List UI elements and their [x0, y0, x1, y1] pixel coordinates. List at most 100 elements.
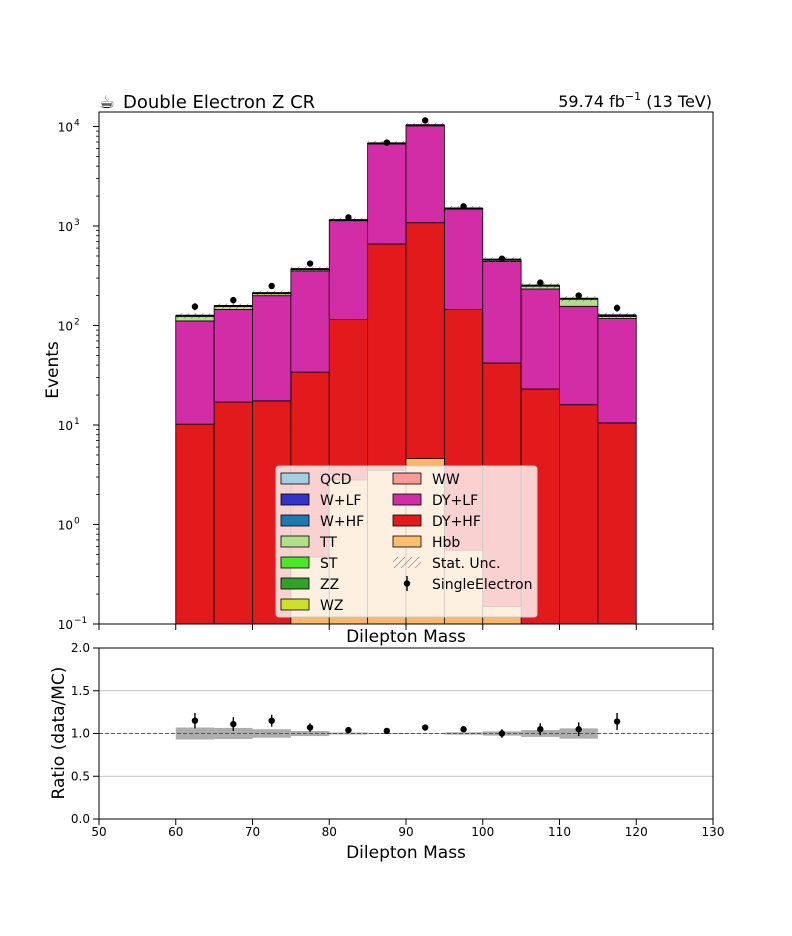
main-x-ticks — [98, 624, 714, 630]
bar-dy-hf-0 — [175, 423, 215, 624]
data-point-4 — [345, 214, 352, 221]
bar-dy-lf-11 — [597, 318, 637, 424]
ratio-point-10 — [575, 726, 582, 733]
data-point-9 — [537, 279, 544, 286]
data-point-1 — [230, 296, 237, 304]
ratio-x-tick-label-7: 120 — [625, 825, 648, 839]
chart-title: Double Electron Z CR — [123, 92, 315, 113]
main-x-axis-label: Dilepton Mass — [346, 627, 466, 647]
legend-label-st: ST — [320, 556, 338, 572]
data-point-3 — [306, 260, 314, 267]
bar-dy-lf-0 — [175, 320, 215, 425]
legend-label-qcd: QCD — [320, 472, 352, 488]
legend-marker-singleelectron — [403, 580, 411, 587]
legend-label-dy-hf: DY+HF — [432, 514, 481, 530]
ratio-x-axis-label: Dilepton Mass — [346, 843, 466, 863]
ratio-point-4 — [345, 726, 352, 734]
ratio-x-tick-label-2: 70 — [245, 825, 260, 839]
bar-dy-lf-3 — [290, 270, 330, 373]
ratio-x-tick-label-5: 100 — [471, 825, 494, 839]
legend-label-singleelectron: SingleElectron — [432, 577, 532, 593]
ratio-point-2 — [268, 717, 275, 724]
main-y-tick-label-4: 10 — [58, 220, 73, 234]
legend-label-wz: WZ — [320, 598, 343, 614]
ratio-y-axis: 0.0 0.5 1.0 1.5 2.0 — [71, 641, 99, 826]
legend-label-dy-lf: DY+LF — [432, 493, 478, 509]
ratio-y-tick-label-4: 2.0 — [71, 641, 90, 655]
ratio-point-1 — [230, 720, 237, 728]
ratio-unc-band-7 — [444, 732, 483, 735]
bar-dy-hf-1 — [213, 401, 253, 624]
legend-swatch-w-lf — [280, 493, 310, 506]
chart-legend: QCD W+LF W+HF TT ST ZZ WZ WW DY+LF DY+HF Hbb Stat. … — [275, 465, 538, 618]
ratio-x-tick-label-3: 80 — [322, 825, 337, 839]
legend-swatch-dy-hf — [392, 514, 422, 527]
ratio-gridlines — [99, 690, 713, 777]
main-y-tick-label-1: 10 — [58, 519, 73, 533]
main-y-axis-label: Events — [43, 341, 63, 399]
ratio-plot: 0.0 0.5 1.0 1.5 2.0 50 60 70 80 90 100 110 120 130 R… — [49, 641, 724, 863]
ratio-point-7 — [460, 726, 467, 733]
legend-swatch-hbb — [392, 535, 422, 548]
legend-swatch-tt — [280, 535, 310, 548]
data-point-11 — [613, 304, 621, 312]
main-y-tick-exp-5: 4 — [74, 119, 80, 129]
ratio-point-6 — [421, 724, 429, 731]
ratio-point-8 — [498, 730, 506, 737]
legend-swatch-stat-unc — [393, 557, 421, 568]
legend-swatch-st — [280, 556, 310, 569]
luminosity-label: 59.74 fb−1 (13 TeV) — [558, 90, 712, 111]
main-y-tick-exp-3: 2 — [74, 318, 80, 328]
ratio-y-tick-label-0: 0.0 — [71, 812, 90, 826]
data-point-0 — [191, 303, 199, 310]
data-point-2 — [268, 282, 275, 290]
ratio-points — [191, 712, 621, 738]
main-y-tick-exp-2: 1 — [74, 417, 80, 427]
main-y-tick-exp-4: 3 — [74, 218, 80, 228]
ratio-x-tick-label-6: 110 — [548, 825, 571, 839]
main-y-tick-label-3: 10 — [58, 320, 73, 334]
bar-dy-lf-6 — [405, 124, 445, 224]
bar-dy-lf-4 — [328, 220, 369, 320]
ratio-x-tick-label-1: 60 — [168, 825, 183, 839]
ratio-x-tick-label-8: 130 — [702, 825, 725, 839]
ratio-y-tick-label-1: 0.5 — [71, 769, 90, 783]
legend-swatch-dy-lf — [392, 493, 422, 506]
ratio-point-0 — [191, 717, 199, 724]
bar-dy-lf-2 — [252, 295, 292, 402]
legend-swatch-zz — [280, 577, 310, 590]
ratio-y-axis-label: Ratio (data/MC) — [49, 667, 69, 800]
legend-swatch-qcd — [280, 472, 310, 485]
bar-dy-lf-7 — [443, 208, 484, 310]
ratio-point-9 — [537, 726, 544, 733]
legend-label-stat-unc: Stat. Unc. — [432, 556, 501, 572]
main-y-tick-label-5: 10 — [58, 121, 73, 135]
data-point-6 — [421, 117, 429, 124]
data-point-10 — [575, 292, 582, 299]
main-y-tick-exp-0: −1 — [74, 616, 87, 626]
data-point-8 — [498, 255, 506, 262]
bar-dy-lf-5 — [367, 143, 407, 245]
bar-dy-hf-11 — [597, 422, 637, 624]
legend-label-w-lf: W+LF — [320, 493, 361, 509]
bar-dy-lf-10 — [559, 305, 599, 406]
ratio-x-tick-label-4: 90 — [398, 825, 413, 839]
bar-dy-lf-1 — [213, 309, 253, 403]
ratio-x-tick-label-0: 50 — [91, 825, 106, 839]
bar-dy-lf-9 — [520, 288, 560, 390]
ratio-point-3 — [306, 724, 314, 731]
legend-label-hbb: Hbb — [432, 535, 460, 551]
data-point-5 — [383, 139, 391, 146]
coffee-cup-icon: ☕ — [99, 92, 115, 113]
bar-dy-lf-8 — [482, 260, 522, 364]
legend-label-zz: ZZ — [320, 577, 339, 593]
main-y-tick-label-2: 10 — [58, 419, 73, 433]
ratio-x-axis: 50 60 70 80 90 100 110 120 130 — [91, 819, 724, 839]
data-points — [191, 117, 621, 312]
ratio-point-11 — [613, 718, 621, 725]
ratio-y-tick-label-2: 1.0 — [71, 727, 90, 741]
ratio-y-tick-label-3: 1.5 — [71, 684, 90, 698]
